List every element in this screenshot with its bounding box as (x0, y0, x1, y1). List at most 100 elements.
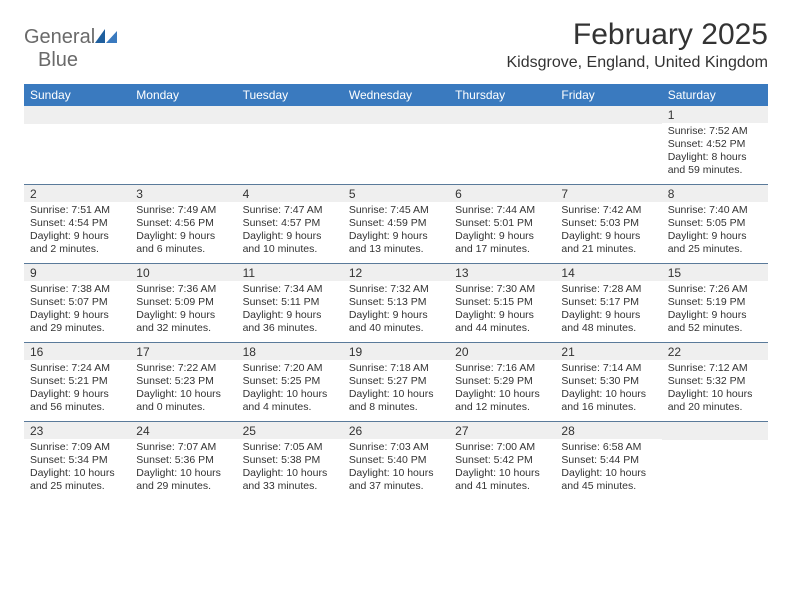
day-cell-empty (130, 106, 236, 184)
sunset-line: Sunset: 5:32 PM (668, 375, 762, 388)
sunset-line: Sunset: 5:17 PM (561, 296, 655, 309)
sunrise-line: Sunrise: 7:24 AM (30, 362, 124, 375)
sunrise-line: Sunrise: 7:09 AM (30, 441, 124, 454)
day-number: 6 (449, 185, 555, 202)
daylight-line: Daylight: 9 hours and 17 minutes. (455, 230, 549, 256)
day-number: 20 (449, 343, 555, 360)
day-body: Sunrise: 7:34 AMSunset: 5:11 PMDaylight:… (237, 281, 343, 340)
day-cell: 6Sunrise: 7:44 AMSunset: 5:01 PMDaylight… (449, 185, 555, 263)
day-cell: 16Sunrise: 7:24 AMSunset: 5:21 PMDayligh… (24, 343, 130, 421)
day-body: Sunrise: 7:07 AMSunset: 5:36 PMDaylight:… (130, 439, 236, 498)
day-number (130, 106, 236, 124)
dow-label: Tuesday (237, 84, 343, 106)
day-cell: 11Sunrise: 7:34 AMSunset: 5:11 PMDayligh… (237, 264, 343, 342)
sunrise-line: Sunrise: 7:12 AM (668, 362, 762, 375)
sunset-line: Sunset: 4:52 PM (668, 138, 762, 151)
day-body: Sunrise: 7:45 AMSunset: 4:59 PMDaylight:… (343, 202, 449, 261)
sunrise-line: Sunrise: 7:44 AM (455, 204, 549, 217)
sunrise-line: Sunrise: 7:14 AM (561, 362, 655, 375)
day-number (449, 106, 555, 124)
day-number: 13 (449, 264, 555, 281)
day-body: Sunrise: 7:05 AMSunset: 5:38 PMDaylight:… (237, 439, 343, 498)
day-cell-empty (24, 106, 130, 184)
day-cell-empty (662, 422, 768, 500)
day-body: Sunrise: 7:42 AMSunset: 5:03 PMDaylight:… (555, 202, 661, 261)
daylight-line: Daylight: 9 hours and 10 minutes. (243, 230, 337, 256)
day-cell: 27Sunrise: 7:00 AMSunset: 5:42 PMDayligh… (449, 422, 555, 500)
logo-word1: General (24, 26, 95, 48)
daylight-line: Daylight: 10 hours and 33 minutes. (243, 467, 337, 493)
month-title: February 2025 (507, 18, 769, 52)
logo-word2: Blue (24, 49, 78, 71)
daylight-line: Daylight: 8 hours and 59 minutes. (668, 151, 762, 177)
day-number (343, 106, 449, 124)
sunset-line: Sunset: 4:57 PM (243, 217, 337, 230)
sunset-line: Sunset: 5:23 PM (136, 375, 230, 388)
sunrise-line: Sunrise: 7:07 AM (136, 441, 230, 454)
daylight-line: Daylight: 10 hours and 41 minutes. (455, 467, 549, 493)
day-number: 22 (662, 343, 768, 360)
sunset-line: Sunset: 5:09 PM (136, 296, 230, 309)
day-cell: 10Sunrise: 7:36 AMSunset: 5:09 PMDayligh… (130, 264, 236, 342)
day-cell: 25Sunrise: 7:05 AMSunset: 5:38 PMDayligh… (237, 422, 343, 500)
daylight-line: Daylight: 9 hours and 25 minutes. (668, 230, 762, 256)
sunset-line: Sunset: 5:11 PM (243, 296, 337, 309)
day-cell: 9Sunrise: 7:38 AMSunset: 5:07 PMDaylight… (24, 264, 130, 342)
sunset-line: Sunset: 5:27 PM (349, 375, 443, 388)
day-body: Sunrise: 7:22 AMSunset: 5:23 PMDaylight:… (130, 360, 236, 419)
day-cell: 4Sunrise: 7:47 AMSunset: 4:57 PMDaylight… (237, 185, 343, 263)
sunset-line: Sunset: 5:25 PM (243, 375, 337, 388)
day-number: 10 (130, 264, 236, 281)
sunrise-line: Sunrise: 7:18 AM (349, 362, 443, 375)
day-body: Sunrise: 7:32 AMSunset: 5:13 PMDaylight:… (343, 281, 449, 340)
day-body: Sunrise: 7:30 AMSunset: 5:15 PMDaylight:… (449, 281, 555, 340)
day-body: Sunrise: 7:18 AMSunset: 5:27 PMDaylight:… (343, 360, 449, 419)
dow-label: Friday (555, 84, 661, 106)
day-cell: 20Sunrise: 7:16 AMSunset: 5:29 PMDayligh… (449, 343, 555, 421)
day-cell: 17Sunrise: 7:22 AMSunset: 5:23 PMDayligh… (130, 343, 236, 421)
sunrise-line: Sunrise: 7:32 AM (349, 283, 443, 296)
day-number: 9 (24, 264, 130, 281)
week-row: 9Sunrise: 7:38 AMSunset: 5:07 PMDaylight… (24, 263, 768, 342)
daylight-line: Daylight: 9 hours and 32 minutes. (136, 309, 230, 335)
sunset-line: Sunset: 5:40 PM (349, 454, 443, 467)
daylight-line: Daylight: 9 hours and 56 minutes. (30, 388, 124, 414)
day-number: 27 (449, 422, 555, 439)
day-number: 19 (343, 343, 449, 360)
day-body: Sunrise: 7:09 AMSunset: 5:34 PMDaylight:… (24, 439, 130, 498)
sunrise-line: Sunrise: 7:05 AM (243, 441, 337, 454)
day-cell-empty (343, 106, 449, 184)
sunrise-line: Sunrise: 7:26 AM (668, 283, 762, 296)
sunset-line: Sunset: 5:05 PM (668, 217, 762, 230)
day-body: Sunrise: 7:20 AMSunset: 5:25 PMDaylight:… (237, 360, 343, 419)
daylight-line: Daylight: 9 hours and 21 minutes. (561, 230, 655, 256)
daylight-line: Daylight: 9 hours and 48 minutes. (561, 309, 655, 335)
day-cell: 19Sunrise: 7:18 AMSunset: 5:27 PMDayligh… (343, 343, 449, 421)
daylight-line: Daylight: 9 hours and 44 minutes. (455, 309, 549, 335)
day-number: 26 (343, 422, 449, 439)
day-cell: 5Sunrise: 7:45 AMSunset: 4:59 PMDaylight… (343, 185, 449, 263)
day-body: Sunrise: 7:44 AMSunset: 5:01 PMDaylight:… (449, 202, 555, 261)
daylight-line: Daylight: 9 hours and 52 minutes. (668, 309, 762, 335)
daylight-line: Daylight: 10 hours and 37 minutes. (349, 467, 443, 493)
sunset-line: Sunset: 4:59 PM (349, 217, 443, 230)
day-number: 11 (237, 264, 343, 281)
title-block: February 2025 Kidsgrove, England, United… (507, 18, 769, 72)
day-number: 7 (555, 185, 661, 202)
sunset-line: Sunset: 5:42 PM (455, 454, 549, 467)
header: General Blue February 2025 Kidsgrove, En… (24, 18, 768, 72)
weeks-container: 1Sunrise: 7:52 AMSunset: 4:52 PMDaylight… (24, 106, 768, 500)
sunset-line: Sunset: 5:15 PM (455, 296, 549, 309)
sail-icon (95, 30, 117, 47)
day-number: 18 (237, 343, 343, 360)
dow-label: Saturday (662, 84, 768, 106)
sunset-line: Sunset: 5:01 PM (455, 217, 549, 230)
daylight-line: Daylight: 9 hours and 6 minutes. (136, 230, 230, 256)
day-cell: 14Sunrise: 7:28 AMSunset: 5:17 PMDayligh… (555, 264, 661, 342)
week-row: 1Sunrise: 7:52 AMSunset: 4:52 PMDaylight… (24, 106, 768, 184)
sunrise-line: Sunrise: 7:34 AM (243, 283, 337, 296)
sunrise-line: Sunrise: 7:20 AM (243, 362, 337, 375)
day-number: 25 (237, 422, 343, 439)
sunset-line: Sunset: 4:56 PM (136, 217, 230, 230)
day-cell: 21Sunrise: 7:14 AMSunset: 5:30 PMDayligh… (555, 343, 661, 421)
